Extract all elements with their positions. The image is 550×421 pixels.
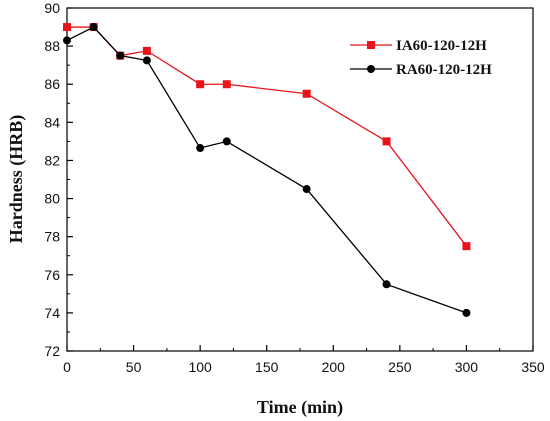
x-tick-label: 350: [521, 359, 545, 375]
data-point-RA60-120-12H: [196, 144, 205, 153]
y-tick-label: 84: [44, 114, 60, 130]
y-tick-label: 86: [44, 76, 60, 92]
data-point-RA60-120-12H: [116, 51, 125, 60]
x-tick-label: 150: [255, 359, 279, 375]
data-point-RA60-120-12H: [142, 56, 151, 65]
series-layer: [63, 23, 471, 317]
data-point-RA60-120-12H: [222, 137, 231, 146]
data-point-RA60-120-12H: [63, 36, 71, 45]
x-tick-label: 100: [188, 359, 212, 375]
legend-marker: [367, 41, 375, 49]
x-tick-label: 250: [388, 359, 412, 375]
y-tick-label: 76: [44, 267, 60, 283]
data-point-IA60-120-12H: [302, 89, 311, 98]
x-tick-label: 300: [455, 359, 479, 375]
y-axis-title: Hardness (HRB): [6, 115, 27, 244]
legend-marker: [367, 65, 375, 73]
x-tick-label: 0: [63, 359, 71, 375]
data-point-IA60-120-12H: [63, 23, 71, 32]
x-tick-label: 200: [322, 359, 346, 375]
data-point-IA60-120-12H: [142, 46, 151, 55]
data-point-IA60-120-12H: [222, 80, 231, 89]
y-tick-label: 80: [44, 191, 60, 207]
legend-label: IA60-120-12H: [396, 38, 487, 54]
data-point-RA60-120-12H: [382, 280, 391, 289]
plot-frame: [66, 7, 534, 352]
y-tick-label: 82: [44, 152, 60, 168]
y-tick-label: 90: [44, 0, 60, 16]
data-point-IA60-120-12H: [196, 80, 205, 89]
y-tick-label: 78: [44, 229, 60, 245]
data-point-RA60-120-12H: [302, 185, 311, 194]
y-tick-label: 74: [44, 305, 60, 321]
legend-label: RA60-120-12H: [396, 62, 492, 78]
legend: IA60-120-12H RA60-120-12H: [350, 38, 492, 78]
y-tick-label: 88: [44, 38, 60, 54]
data-point-RA60-120-12H: [89, 23, 98, 32]
x-axis-title: Time (min): [257, 397, 343, 418]
axis-ticks: 0 50 100 150 200 250 300 350 72 74 76 78 80 82 84 86 88 9…: [44, 0, 544, 375]
data-point-RA60-120-12H: [462, 308, 471, 317]
x-tick-label: 50: [126, 359, 142, 375]
series-line-IA60-120-12H: [67, 26, 467, 247]
data-point-IA60-120-12H: [462, 242, 471, 251]
y-tick-label: 72: [44, 343, 60, 359]
data-point-IA60-120-12H: [382, 137, 391, 146]
